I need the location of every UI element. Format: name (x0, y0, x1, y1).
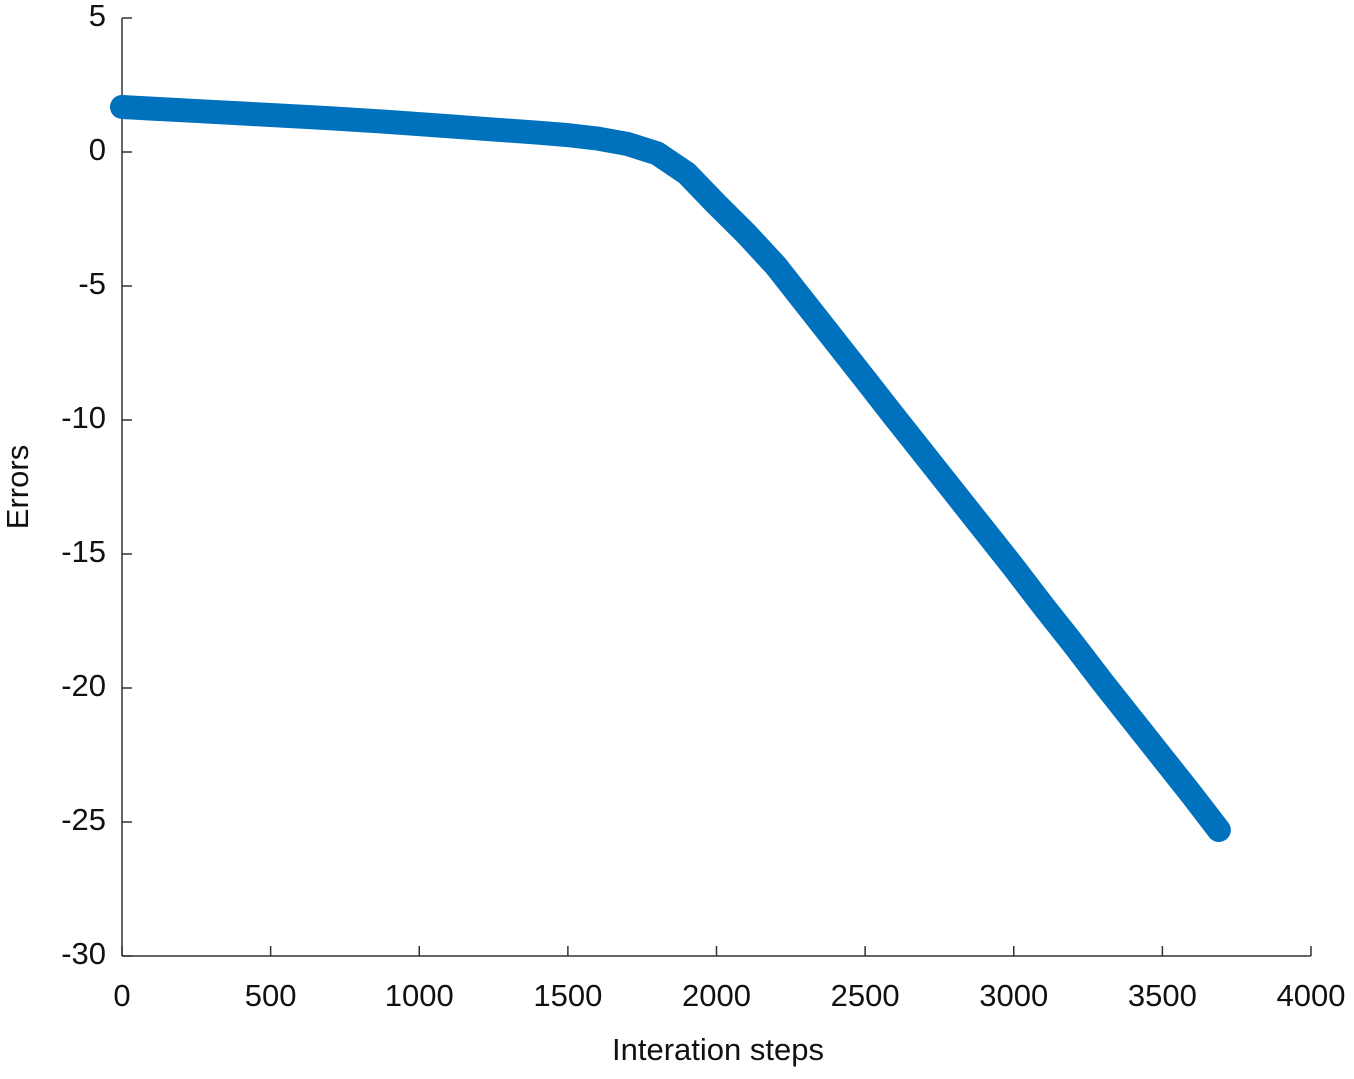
y-tick-label: -10 (61, 400, 106, 435)
data-line (110, 94, 1231, 843)
x-axis-label: Interation steps (612, 1032, 824, 1067)
x-tick-label: 2000 (682, 978, 751, 1013)
y-tick-label: -15 (61, 534, 106, 569)
y-tick-label: -20 (61, 668, 106, 703)
x-tick-label: 3000 (979, 978, 1048, 1013)
x-tick-label: 1000 (385, 978, 454, 1013)
x-tick-label: 1500 (533, 978, 602, 1013)
y-tick-label: -25 (61, 802, 106, 837)
y-axis-label: Errors (0, 445, 35, 529)
y-tick-label: -30 (61, 936, 106, 971)
y-tick-label: 5 (89, 0, 106, 33)
x-tick-label: 4000 (1277, 978, 1346, 1013)
x-tick-label: 2500 (831, 978, 900, 1013)
y-tick-label: -5 (78, 266, 106, 301)
y-tick-label: 0 (89, 132, 106, 167)
x-tick-label: 0 (113, 978, 130, 1013)
x-tick-label: 500 (245, 978, 297, 1013)
x-tick-label: 3500 (1128, 978, 1197, 1013)
